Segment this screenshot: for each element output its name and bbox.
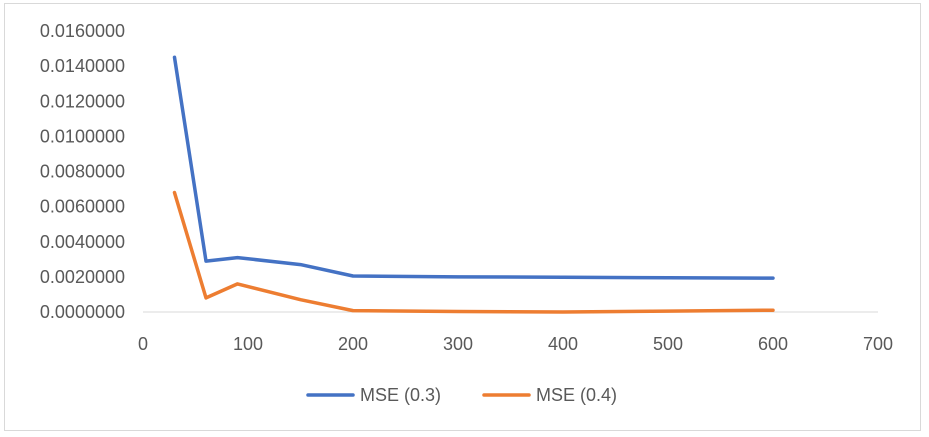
x-tick-label: 600 [758, 334, 788, 354]
x-tick-label: 700 [863, 334, 893, 354]
y-tick-label: 0.0100000 [40, 126, 125, 146]
legend-label-2: MSE (0.4) [536, 385, 617, 405]
x-tick-label: 0 [138, 334, 148, 354]
x-tick-label: 300 [443, 334, 473, 354]
x-tick-label: 500 [653, 334, 683, 354]
y-tick-label: 0.0140000 [40, 56, 125, 76]
x-tick-label: 100 [233, 334, 263, 354]
series-lines [172, 55, 775, 314]
y-tick-label: 0.0060000 [40, 197, 125, 217]
chart-frame [4, 3, 921, 431]
y-tick-label: 0.0080000 [40, 162, 125, 182]
x-tick-label: 400 [548, 334, 578, 354]
legend: MSE (0.3) MSE (0.4) [306, 385, 617, 405]
y-tick-label: 0.0160000 [40, 21, 125, 41]
x-tick-label: 200 [338, 334, 368, 354]
y-tick-label: 0.0000000 [40, 302, 125, 322]
y-tick-label: 0.0120000 [40, 91, 125, 111]
y-tick-label: 0.0040000 [40, 232, 125, 252]
y-tick-label: 0.0020000 [40, 267, 125, 287]
y-axis-ticks: 0.0000000 0.0020000 0.0040000 0.0060000 0.00… [40, 21, 125, 322]
series-line-1 [172, 55, 775, 280]
legend-label-1: MSE (0.3) [360, 385, 441, 405]
x-axis-ticks: 0 100 200 300 400 500 600 700 [138, 334, 893, 354]
series-line-2 [172, 190, 775, 314]
